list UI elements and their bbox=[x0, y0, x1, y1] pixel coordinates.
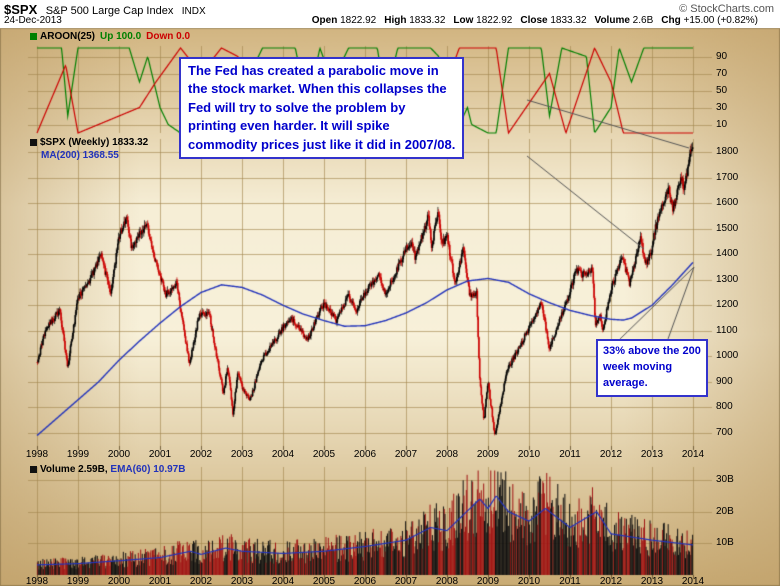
quote-summary-row: 24-Dec-2013 Open 1822.92 High 1833.32 Low … bbox=[4, 15, 768, 26]
price-series-label: $SPX (Weekly) 1833.32 bbox=[30, 137, 148, 148]
symbol: $SPX bbox=[4, 2, 38, 17]
quote-value: +15.00 (+0.82%) bbox=[680, 15, 758, 26]
aroon-down-value: Down 0.0 bbox=[146, 31, 191, 42]
index-name: S&P 500 Large Cap Index bbox=[45, 5, 174, 17]
quote-value: 1822.92 bbox=[473, 15, 513, 26]
quote-value: 1822.92 bbox=[337, 15, 377, 26]
ma-series-text: MA(200) 1368.55 bbox=[41, 150, 119, 161]
volume-ema-text: EMA(60) 10.97B bbox=[110, 464, 186, 475]
volume-indicator-icon bbox=[30, 466, 37, 473]
quote-label: High bbox=[384, 15, 407, 26]
quote-value: 1833.32 bbox=[406, 15, 446, 26]
title-row: $SPX S&P 500 Large Cap Index INDX © Stoc… bbox=[4, 1, 776, 17]
price-series-text: $SPX (Weekly) 1833.32 bbox=[40, 137, 149, 148]
candlestick-icon bbox=[30, 139, 37, 146]
ma-series-label: MA(200) 1368.55 bbox=[41, 150, 119, 161]
quote-value: 1833.32 bbox=[547, 15, 587, 26]
quote-row: Open 1822.92 High 1833.32 Low 1822.92 Close… bbox=[304, 15, 758, 26]
quote-label: Close bbox=[520, 15, 548, 26]
aroon-panel-label: AROON(25) Up 100.0 Down 0.0 bbox=[30, 31, 190, 42]
quote-label: Open bbox=[311, 15, 338, 26]
aroon-up-value: Up 100.0 bbox=[100, 31, 142, 42]
quote-label: Chg bbox=[661, 15, 681, 26]
chart-header: $SPX S&P 500 Large Cap Index INDX © Stoc… bbox=[0, 0, 780, 28]
volume-panel-label: Volume 2.59B, EMA(60) 10.97B bbox=[30, 464, 185, 475]
exchange: INDX bbox=[181, 6, 206, 17]
volume-text: Volume 2.59B, bbox=[40, 464, 108, 475]
aroon-indicator-icon bbox=[30, 33, 37, 40]
quote-label: Low bbox=[453, 15, 474, 26]
quote-value: 2.6B bbox=[629, 15, 654, 26]
ma-annotation-note: 33% above the 200 week moving average. bbox=[596, 339, 708, 397]
quote-label: Volume bbox=[594, 15, 630, 26]
aroon-name: AROON(25) bbox=[40, 31, 96, 42]
fed-annotation-note: The Fed has created a parabolic move in … bbox=[179, 57, 465, 160]
copyright: © StockCharts.com bbox=[679, 3, 774, 15]
chart-date: 24-Dec-2013 bbox=[4, 15, 62, 26]
